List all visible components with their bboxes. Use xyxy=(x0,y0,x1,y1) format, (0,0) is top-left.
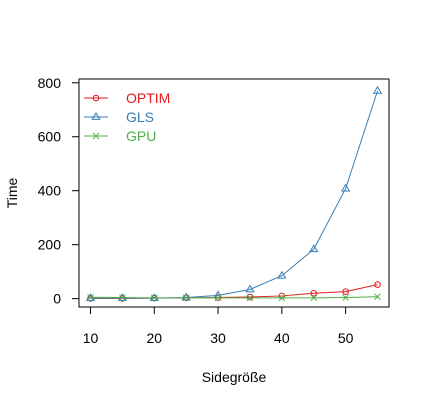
data-point-gpu xyxy=(182,294,190,302)
data-point-optim xyxy=(374,281,381,288)
y-tick-label: 0 xyxy=(53,291,61,307)
legend-label-optim: OPTIM xyxy=(126,90,170,106)
data-point-optim xyxy=(278,292,286,300)
x-axis-label: Sidegröße xyxy=(202,369,267,385)
x-tick-label: 20 xyxy=(146,330,162,346)
data-point-gpu xyxy=(278,294,286,302)
data-point-optim xyxy=(342,288,349,295)
x-tick-label: 10 xyxy=(83,330,99,346)
legend-label-gpu: GPU xyxy=(126,128,156,144)
data-point-gpu xyxy=(87,293,94,301)
x-tick-label: 30 xyxy=(210,330,226,346)
data-point-gpu xyxy=(342,294,349,301)
plot-frame xyxy=(78,78,390,308)
y-tick-label: 800 xyxy=(38,75,62,91)
data-point-gpu xyxy=(150,294,158,302)
data-point-gpu xyxy=(374,293,381,301)
data-point-gpu xyxy=(310,294,318,302)
legend-marker-gpu xyxy=(92,132,100,140)
legend-marker-optim xyxy=(92,94,100,102)
legend-marker-gls xyxy=(91,112,101,120)
data-point-gls xyxy=(372,85,383,94)
data-point-gls xyxy=(340,183,351,192)
data-point-gls xyxy=(277,270,287,279)
data-point-gls xyxy=(181,292,191,301)
data-point-gls xyxy=(245,284,255,293)
data-point-gpu xyxy=(246,294,254,302)
x-tick-label: 40 xyxy=(274,330,290,346)
y-tick-label: 600 xyxy=(38,129,62,145)
data-point-gpu xyxy=(214,294,222,302)
x-tick-label: 50 xyxy=(338,330,354,346)
y-tick-label: 200 xyxy=(38,237,62,253)
data-point-gpu xyxy=(119,294,126,301)
data-point-optim xyxy=(246,293,254,301)
y-tick-label: 400 xyxy=(38,183,62,199)
data-point-gls xyxy=(149,293,159,301)
data-point-gls xyxy=(309,244,319,253)
data-point-optim xyxy=(310,289,318,297)
series-line-gpu xyxy=(90,296,378,299)
legend-label-gls: GLS xyxy=(126,109,154,125)
y-axis-label: Time xyxy=(4,177,20,208)
